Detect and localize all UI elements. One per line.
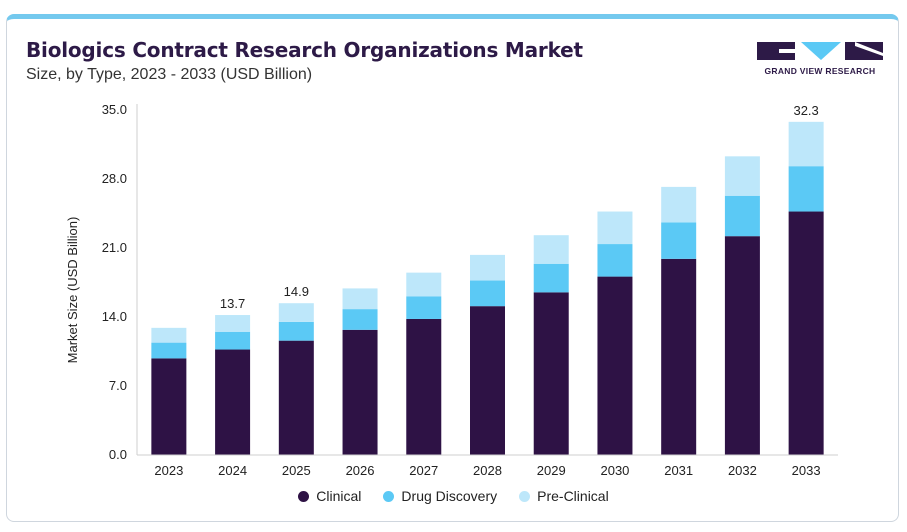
legend-label: Clinical <box>316 488 362 504</box>
x-tick-label: 2030 <box>600 463 629 478</box>
bar-pre-clinical-2033 <box>788 121 824 167</box>
bar-drug-discovery-2024 <box>215 331 251 350</box>
legend-swatch <box>383 490 395 502</box>
bar-pre-clinical-2031 <box>661 186 697 223</box>
grand-view-research-logo: GRAND VIEW RESEARCH <box>757 40 883 80</box>
data-label-2024: 13.7 <box>220 296 245 311</box>
legend-item-pre-clinical: Pre-Clinical <box>519 488 609 504</box>
bar-pre-clinical-2029 <box>533 235 569 264</box>
bar-drug-discovery-2031 <box>661 222 697 259</box>
data-labels: 13.7 14.9 32.3 <box>220 103 819 311</box>
bar-drug-discovery-2032 <box>724 195 760 237</box>
x-tick-label: 2031 <box>664 463 693 478</box>
x-tick-label: 2025 <box>282 463 311 478</box>
data-label-2033: 32.3 <box>793 103 818 118</box>
bar-clinical-2024 <box>215 349 251 455</box>
bar-clinical-2030 <box>597 276 633 455</box>
bar-clinical-2031 <box>661 258 697 455</box>
legend-label: Drug Discovery <box>401 488 498 504</box>
y-tick-label: 21.0 <box>102 240 127 255</box>
legend-swatch <box>519 490 531 502</box>
legend-swatch <box>298 490 310 502</box>
x-tick-label: 2023 <box>154 463 183 478</box>
bar-clinical-2029 <box>533 292 569 455</box>
x-tick-label: 2033 <box>792 463 821 478</box>
y-tick-label: 35.0 <box>102 102 127 117</box>
bar-clinical-2026 <box>342 329 378 455</box>
y-tick-label: 7.0 <box>109 378 127 393</box>
bar-drug-discovery-2025 <box>278 321 314 341</box>
data-label-2025: 14.9 <box>284 284 309 299</box>
bar-drug-discovery-2029 <box>533 263 569 293</box>
chart-title: Biologics Contract Research Organization… <box>26 38 583 62</box>
x-tick-label: 2024 <box>218 463 247 478</box>
bars <box>151 121 824 455</box>
bar-drug-discovery-2030 <box>597 244 633 277</box>
legend-item-clinical: Clinical <box>298 488 361 504</box>
bar-drug-discovery-2033 <box>788 166 824 212</box>
bar-clinical-2027 <box>406 318 442 455</box>
y-tick-label: 0.0 <box>109 447 127 462</box>
logo-text: GRAND VIEW RESEARCH <box>764 66 876 76</box>
bar-clinical-2028 <box>470 306 505 455</box>
bar-drug-discovery-2027 <box>406 296 442 319</box>
bar-pre-clinical-2025 <box>278 303 314 322</box>
legend-label: Pre-Clinical <box>537 488 609 504</box>
bar-pre-clinical-2023 <box>151 327 187 343</box>
chart-subtitle: Size, by Type, 2023 - 2033 (USD Billion) <box>26 66 313 83</box>
bar-pre-clinical-2024 <box>215 315 251 332</box>
bar-pre-clinical-2027 <box>406 272 442 297</box>
x-tick-label: 2026 <box>346 463 375 478</box>
bar-clinical-2025 <box>278 340 314 455</box>
x-axis-ticks: 2023 2024 2025 2026 2027 2028 2029 2030 2031 2032… <box>154 463 820 478</box>
bar-pre-clinical-2030 <box>597 211 633 245</box>
x-tick-label: 2027 <box>409 463 438 478</box>
bar-clinical-2023 <box>151 358 187 455</box>
bar-drug-discovery-2023 <box>151 342 187 359</box>
bar-pre-clinical-2026 <box>342 288 378 310</box>
y-axis-label: Market Size (USD Billion) <box>65 217 80 364</box>
bar-clinical-2033 <box>788 211 824 455</box>
bar-pre-clinical-2028 <box>470 254 505 281</box>
legend: Clinical Drug Discovery Pre-Clinical <box>0 488 907 504</box>
bar-clinical-2032 <box>724 236 760 455</box>
bar-drug-discovery-2026 <box>342 309 378 330</box>
y-axis-ticks: 0.0 7.0 14.0 21.0 28.0 35.0 <box>102 102 127 462</box>
y-tick-label: 28.0 <box>102 171 127 186</box>
bar-drug-discovery-2028 <box>470 280 505 307</box>
legend-item-drug-discovery: Drug Discovery <box>383 488 497 504</box>
y-tick-label: 14.0 <box>102 309 127 324</box>
grand-view-research-logo-icon <box>757 42 883 60</box>
bar-pre-clinical-2032 <box>724 156 760 196</box>
x-tick-label: 2032 <box>728 463 757 478</box>
x-tick-label: 2028 <box>473 463 502 478</box>
x-tick-label: 2029 <box>537 463 566 478</box>
